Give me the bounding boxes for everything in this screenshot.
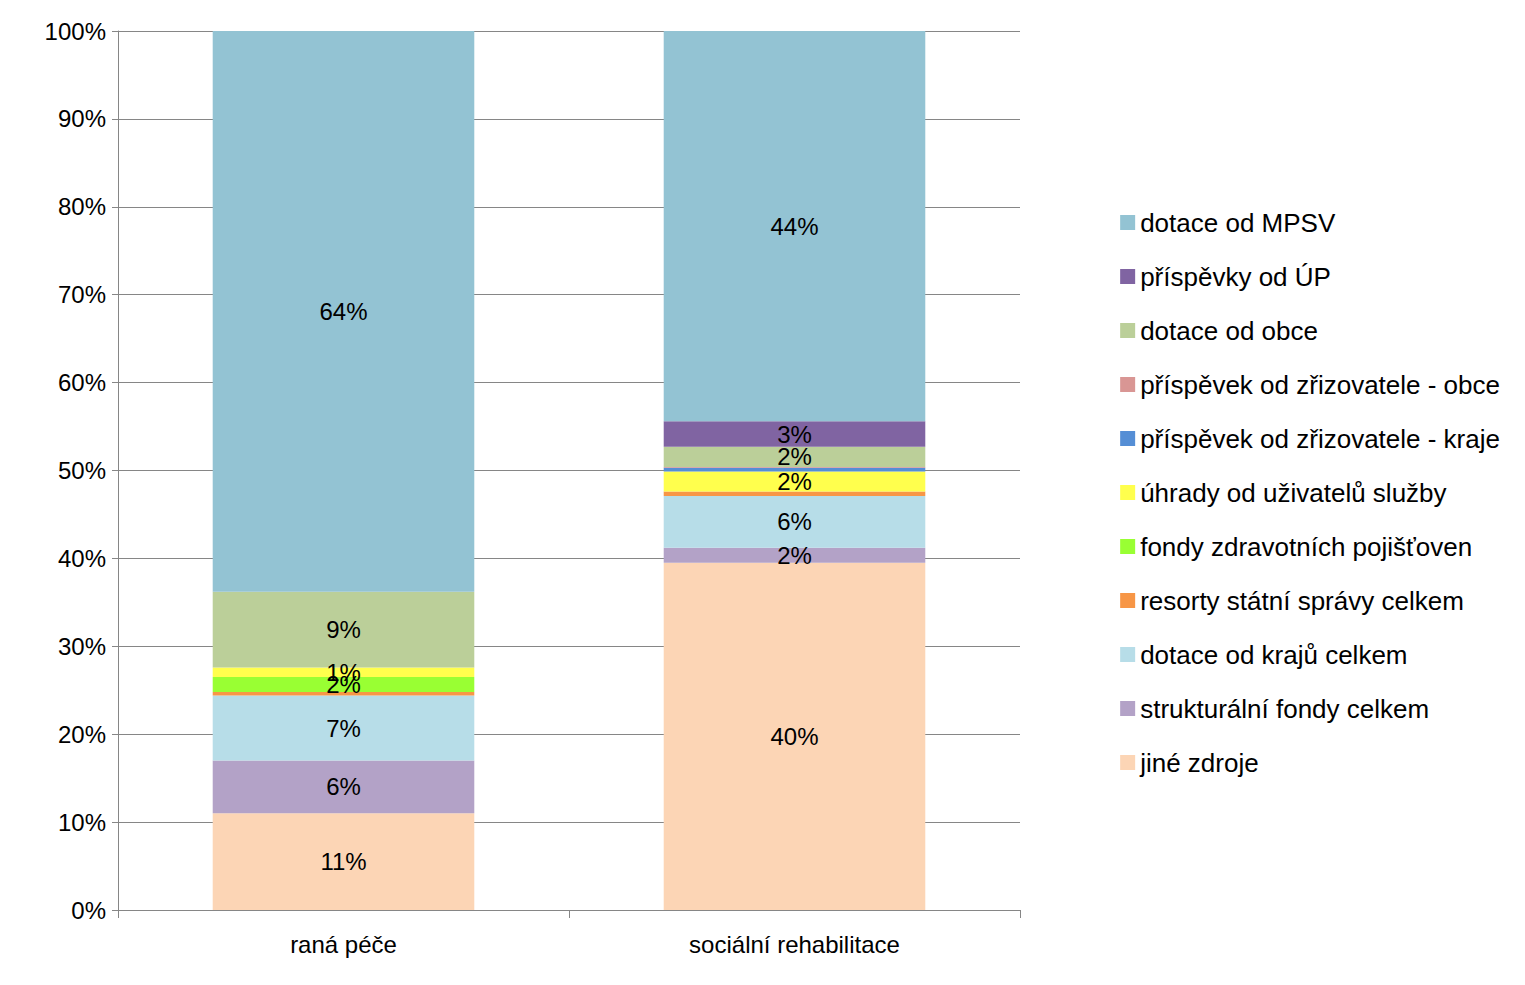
svg-text:80%: 80% [58,193,106,220]
svg-text:2%: 2% [777,443,812,471]
svg-text:fondy zdravotních pojišťoven: fondy zdravotních pojišťoven [1140,532,1472,562]
svg-text:příspěvky od ÚP: příspěvky od ÚP [1140,262,1331,292]
svg-text:2%: 2% [777,542,812,569]
svg-text:64%: 64% [319,298,367,325]
svg-text:20%: 20% [58,721,106,748]
svg-text:příspěvek od zřizovatele - kra: příspěvek od zřizovatele - kraje [1140,424,1500,454]
svg-text:2%: 2% [777,468,812,495]
svg-text:1%: 1% [326,659,361,686]
svg-text:44%: 44% [770,213,818,240]
svg-text:úhrady od uživatelů služby: úhrady od uživatelů služby [1140,478,1446,508]
svg-text:6%: 6% [777,508,812,535]
svg-text:dotace od MPSV: dotace od MPSV [1140,208,1336,238]
svg-text:dotace od krajů celkem: dotace od krajů celkem [1140,640,1407,670]
svg-text:raná péče: raná péče [290,931,397,958]
svg-text:10%: 10% [58,809,106,836]
svg-text:sociální rehabilitace: sociální rehabilitace [689,931,900,958]
svg-text:70%: 70% [58,281,106,308]
svg-text:9%: 9% [326,616,361,643]
svg-text:50%: 50% [58,457,106,484]
svg-text:0%: 0% [71,897,106,924]
svg-text:resorty státní správy celkem: resorty státní správy celkem [1140,586,1464,616]
svg-text:jiné zdroje: jiné zdroje [1139,748,1259,778]
svg-text:6%: 6% [326,773,361,800]
svg-text:11%: 11% [320,848,366,875]
svg-text:příspěvek od zřizovatele - obc: příspěvek od zřizovatele - obce [1140,370,1500,400]
svg-text:40%: 40% [58,545,106,572]
svg-text:60%: 60% [58,369,106,396]
svg-text:100%: 100% [45,18,106,45]
svg-text:strukturální fondy celkem: strukturální fondy celkem [1140,694,1429,724]
svg-text:3%: 3% [777,421,812,448]
svg-text:30%: 30% [58,633,106,660]
svg-text:dotace od obce: dotace od obce [1140,316,1318,346]
svg-text:40%: 40% [770,723,818,750]
svg-text:7%: 7% [326,715,361,742]
svg-text:90%: 90% [58,105,106,132]
